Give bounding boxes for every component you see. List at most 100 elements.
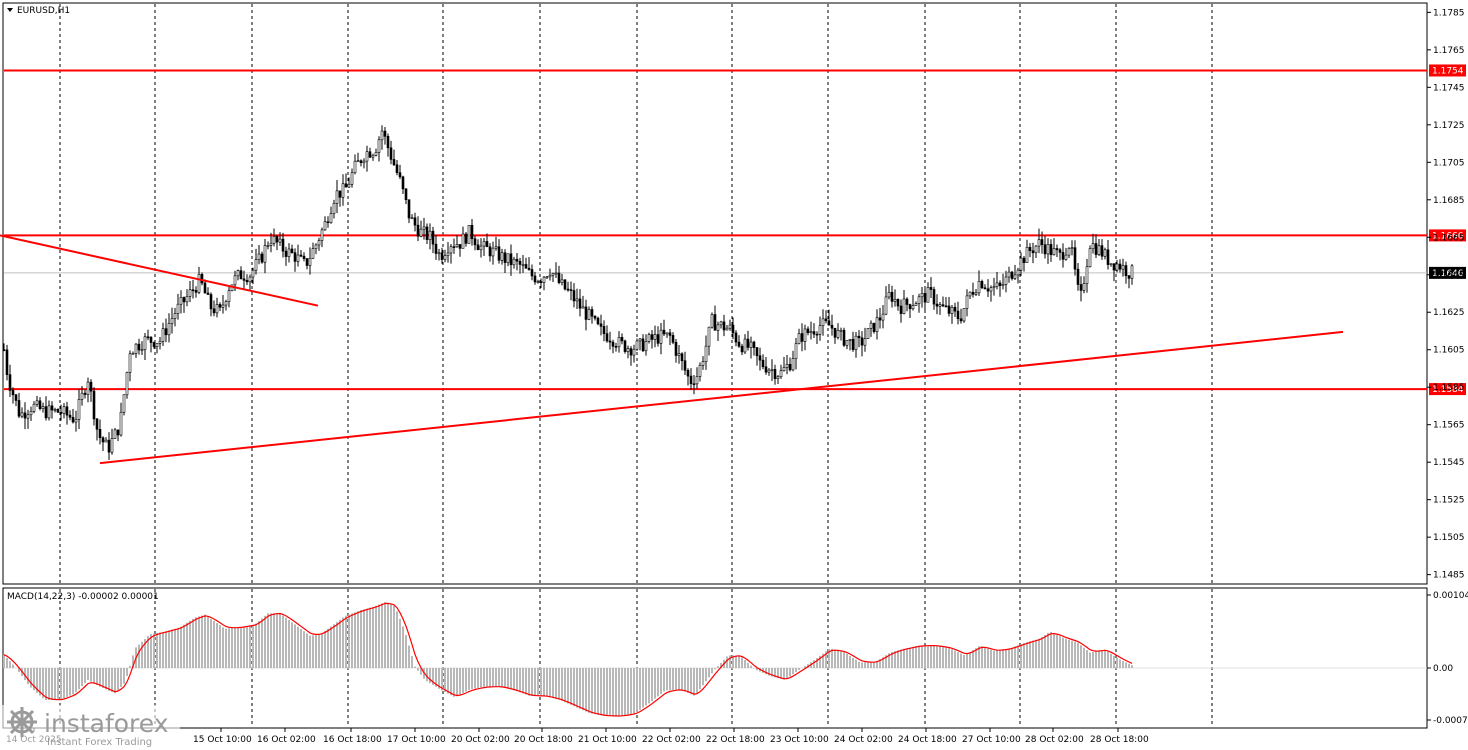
candle-bull <box>455 244 459 248</box>
candle-bull <box>866 328 870 339</box>
candle-bear <box>584 306 588 320</box>
y-tick-label: 1.1545 <box>1433 458 1465 468</box>
candle-bear <box>1079 284 1083 291</box>
symbol-menu-triangle-icon[interactable] <box>7 8 13 12</box>
candle-bear <box>107 439 111 453</box>
candle-bear <box>620 337 624 342</box>
candle-bear <box>17 400 21 417</box>
candle-bear <box>392 159 396 166</box>
candle-bull <box>926 287 930 303</box>
candle-bear <box>671 335 675 343</box>
candle-bear <box>872 322 876 332</box>
candle-bear <box>152 342 156 347</box>
vertical-grid <box>59 4 1213 727</box>
candle-bull <box>854 335 858 350</box>
candle-bear <box>599 323 603 327</box>
candle-bear <box>59 412 63 414</box>
candle-bull <box>215 304 219 314</box>
candle-bull <box>341 183 345 198</box>
candle-bull <box>227 290 231 302</box>
candle-bear <box>1127 275 1131 279</box>
candle-bear <box>524 264 528 269</box>
candle-bear <box>800 333 804 342</box>
candle-bull <box>1091 243 1095 250</box>
candle-bear <box>281 238 285 252</box>
candle-bear <box>731 324 735 334</box>
candle-bear <box>458 244 462 249</box>
candle-bear <box>569 289 573 291</box>
candle-bull <box>704 345 708 362</box>
candle-bull <box>677 353 681 356</box>
candle-bear <box>413 217 417 226</box>
candle-bear <box>815 333 819 336</box>
candle-bear <box>986 288 990 292</box>
candle-bear <box>692 383 696 386</box>
candle-bull <box>224 301 228 306</box>
candle-bull <box>644 341 648 352</box>
candle-bear <box>662 329 666 335</box>
candle-bear <box>83 392 87 395</box>
candle-bear <box>650 334 654 340</box>
candle-bear <box>746 338 750 348</box>
trendline-descending[interactable] <box>0 234 319 307</box>
candle-bear <box>50 405 54 411</box>
candle-bull <box>467 225 471 244</box>
candle-bull <box>350 172 354 185</box>
candle-bull <box>248 276 252 283</box>
instaforex-logo-icon <box>7 707 37 737</box>
candle-bull <box>494 246 498 249</box>
candle-bull <box>257 253 261 260</box>
x-tick-label: 20 Oct 02:00 <box>451 735 510 745</box>
candle-bear <box>206 292 210 295</box>
candle-bear <box>812 331 816 335</box>
candlestick-series <box>2 125 1134 461</box>
candle-bull <box>173 313 177 319</box>
candle-bull <box>131 352 135 355</box>
candle-bull <box>41 406 45 410</box>
candle-bear <box>611 341 615 347</box>
candle-bull <box>809 331 813 334</box>
candle-bear <box>2 349 6 352</box>
candle-bear <box>299 254 303 257</box>
candle-bear <box>689 375 693 385</box>
macd-y-tick-label: -0.00078 <box>1433 716 1468 726</box>
candle-bull <box>80 392 84 400</box>
candle-bear <box>191 289 195 292</box>
candle-bear <box>953 306 957 312</box>
candle-bull <box>1103 249 1107 257</box>
candle-bull <box>551 273 555 276</box>
candle-bull <box>479 245 483 251</box>
candle-bull <box>500 252 504 261</box>
candle-bear <box>947 305 951 314</box>
candle-bull <box>554 272 558 275</box>
candle-bear <box>683 360 687 371</box>
trendline-ascending[interactable] <box>99 330 1344 465</box>
candle-bull <box>377 139 381 153</box>
candle-bull <box>887 291 891 298</box>
y-tick-label: 1.1585 <box>1433 383 1465 393</box>
y-tick-label: 1.1765 <box>1433 46 1465 56</box>
candle-bear <box>395 164 399 173</box>
candle-bear <box>806 328 810 334</box>
candle-bear <box>614 346 618 348</box>
candle-bull <box>575 298 579 302</box>
candle-bear <box>485 241 489 248</box>
candle-bear <box>398 172 402 178</box>
candle-bull <box>446 252 450 256</box>
candle-bull <box>884 296 888 315</box>
candle-bear <box>1118 263 1122 270</box>
candle-bear <box>656 334 660 344</box>
candle-bear <box>944 305 948 308</box>
x-tick-label: 20 Oct 18:00 <box>514 735 573 745</box>
candle-bull <box>965 295 969 309</box>
macd-y-tick-label: 0.00 <box>1433 664 1453 674</box>
trendlines[interactable] <box>0 234 1344 465</box>
candle-bull <box>263 245 267 263</box>
candle-bear <box>470 225 474 240</box>
candle-bear <box>218 304 222 308</box>
candle-bear <box>857 335 861 339</box>
candle-bull <box>989 287 993 292</box>
candle-bear <box>95 418 99 430</box>
